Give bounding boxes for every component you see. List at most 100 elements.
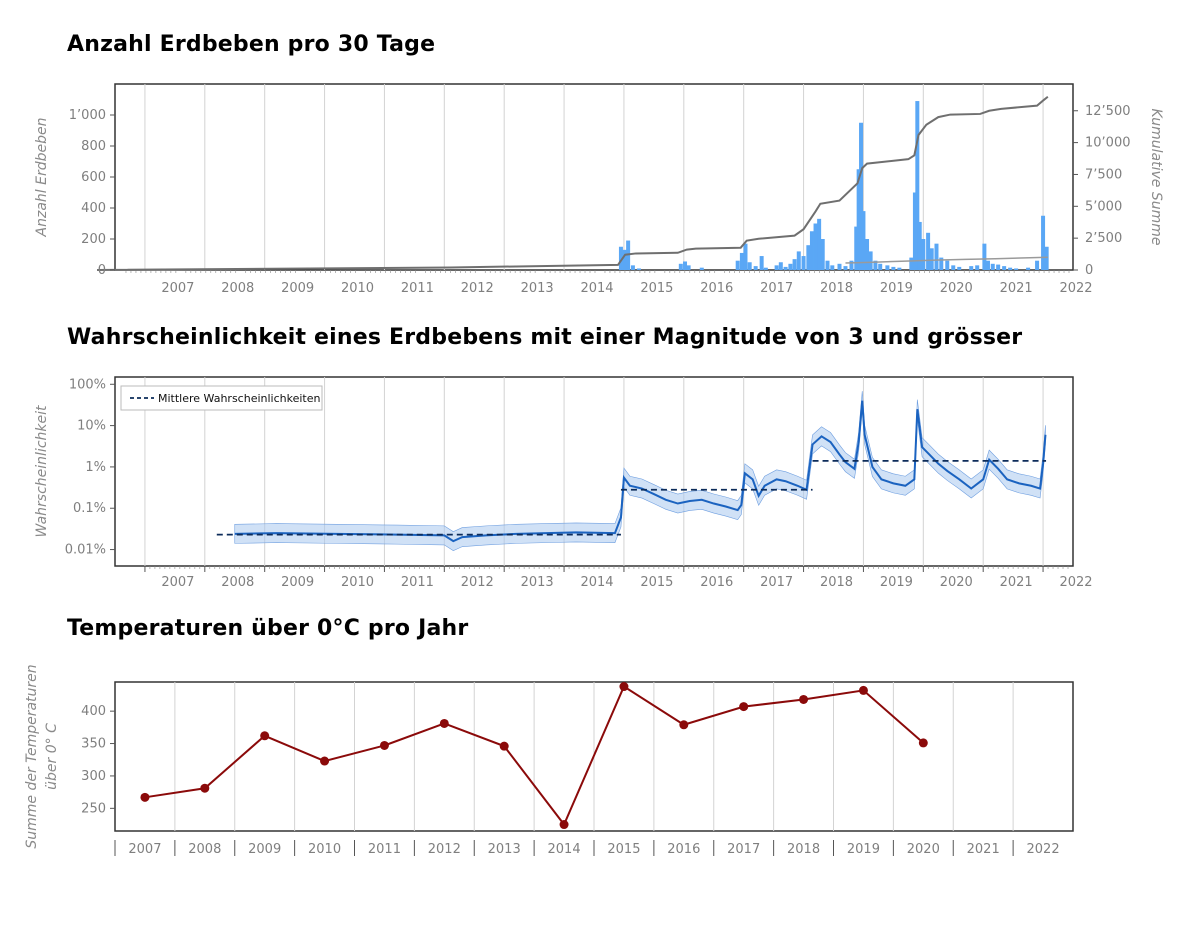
chart3-ylabel-line1: Summe der Temperaturen	[24, 664, 40, 848]
chart1-bar	[990, 263, 995, 270]
chart1-bar	[849, 260, 854, 270]
chart3-point	[739, 702, 749, 712]
chart1-y2tick-label: 12’500	[1085, 104, 1131, 119]
chart1-cumulative-line-2	[845, 256, 1048, 264]
chart1-bar	[763, 267, 768, 270]
chart1-bar	[739, 252, 744, 270]
chart1-bar	[1008, 267, 1013, 270]
chart1-bar	[921, 239, 926, 270]
chart1-bar	[868, 251, 873, 270]
chart1-bar	[825, 260, 830, 270]
chart1-bar	[837, 263, 842, 270]
chart1-bar	[912, 192, 917, 270]
chart1-xtick-label: 2019	[880, 281, 913, 296]
chart1-bar	[699, 267, 704, 270]
chart1-y2tick-label: 10’000	[1085, 136, 1131, 151]
chart3-xtick-label: 2010	[308, 842, 341, 857]
chart3-ytick-label: 350	[81, 737, 106, 752]
chart1-xtick-label: 2013	[521, 281, 554, 296]
chart1-xtick-label: 2020	[940, 281, 973, 296]
chart1-bar	[951, 265, 956, 270]
chart1-bar	[934, 243, 939, 270]
chart3-point	[320, 756, 330, 766]
chart2-legend-label: Mittlere Wahrscheinlichkeiten	[158, 392, 321, 405]
chart1-bar	[622, 249, 627, 270]
chart1-bar	[792, 259, 797, 270]
chart1-bar	[636, 268, 641, 270]
chart1-bar	[753, 266, 758, 270]
chart2-xtick-label: 2012	[461, 575, 494, 590]
chart1-ytick-label: 400	[81, 201, 106, 216]
chart1-bar	[915, 101, 920, 270]
chart1-bar	[813, 223, 818, 270]
chart3-xtick-label: 2020	[907, 842, 940, 857]
chart1-bar	[618, 246, 623, 270]
chart1-bar	[909, 257, 914, 270]
chart3-point	[260, 731, 270, 741]
chart2-ytick-label: 100%	[69, 377, 106, 392]
chart1-bar	[926, 232, 931, 270]
chart1-bar	[774, 265, 779, 270]
chart3-point	[858, 685, 868, 695]
chart1-bar	[985, 260, 990, 270]
chart1-bar	[878, 263, 883, 270]
chart1-bar	[843, 266, 848, 270]
chart3-ytick-label: 400	[81, 704, 106, 719]
chart3-xtick-label: 2014	[548, 842, 581, 857]
chart1-bar	[1041, 215, 1046, 270]
chart1-bar	[945, 260, 950, 270]
chart2-xtick-label: 2018	[820, 575, 853, 590]
chart3-point	[619, 682, 629, 692]
chart1-bar	[917, 221, 922, 270]
chart1-xtick-label: 2014	[580, 281, 613, 296]
chart2-xtick-label: 2014	[580, 575, 613, 590]
chart2-xtick-label: 2021	[1000, 575, 1033, 590]
chart1-bar	[783, 266, 788, 270]
chart2-legend-box	[120, 385, 323, 411]
chart1-bar	[854, 226, 859, 270]
chart1-bar	[820, 239, 825, 270]
chart2-xtick-label: 2019	[880, 575, 913, 590]
chart2-ylabel: Wahrscheinlichkeit	[34, 405, 50, 537]
chart1-bar	[1026, 267, 1031, 270]
chart1-bar	[885, 265, 890, 270]
chart3-point	[379, 740, 389, 750]
chart1-bar	[788, 263, 793, 270]
chart1-ytick-label: 800	[81, 139, 106, 154]
chart1-bar	[683, 261, 688, 270]
chart1-bar	[1044, 246, 1049, 270]
chart3-xtick-label: 2009	[248, 842, 281, 857]
chart1-ytick-label: 0	[98, 263, 106, 278]
chart3-xtick-label: 2013	[488, 842, 521, 857]
chart1-xtick-label: 2009	[281, 281, 314, 296]
chart1-bar	[1035, 260, 1040, 270]
chart1-bar	[1002, 266, 1007, 270]
chart1-bar	[801, 256, 806, 270]
chart1-bar	[817, 218, 822, 270]
chart1-bar	[975, 265, 980, 270]
chart3-point	[799, 694, 809, 704]
chart1-bar	[830, 265, 835, 270]
chart2-ytick-label: 0.1%	[73, 501, 106, 516]
chart1-bar	[982, 243, 987, 270]
chart1-bar	[630, 265, 635, 270]
chart3-xtick-label: 2012	[428, 842, 461, 857]
chart2-xtick-label: 2017	[760, 575, 793, 590]
chart1-bar	[865, 239, 870, 270]
chart3-ytick-label: 300	[81, 769, 106, 784]
chart1-bar	[686, 265, 691, 270]
chart1-bar	[969, 266, 974, 270]
chart1-bar	[897, 267, 902, 270]
chart1-title: Anzahl Erdbeben pro 30 Tage	[67, 32, 436, 57]
chart2-xtick-label: 2008	[221, 575, 254, 590]
chart3-point	[439, 718, 449, 728]
chart3-point	[679, 720, 689, 730]
chart1-y2tick-label: 7’500	[1085, 167, 1122, 182]
chart3-title: Temperaturen über 0°C pro Jahr	[67, 616, 469, 641]
chart1-bar	[891, 266, 896, 270]
chart1-bar	[678, 263, 683, 270]
chart1-xtick-label: 2012	[461, 281, 494, 296]
chart3-point	[499, 741, 509, 751]
chart3-xtick-label: 2008	[188, 842, 221, 857]
